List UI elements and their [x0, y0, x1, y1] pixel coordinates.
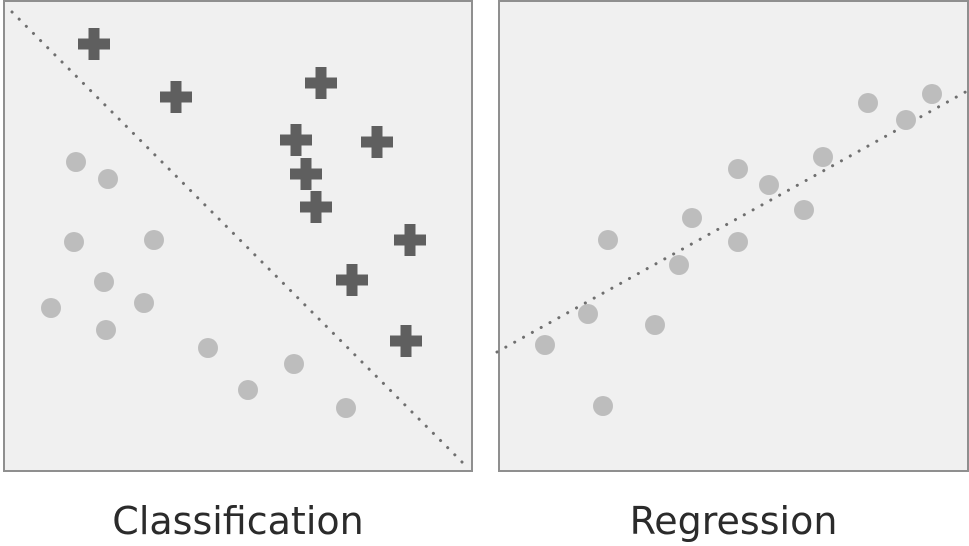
regression-fit-line	[495, 88, 969, 354]
circle-icon	[896, 110, 916, 130]
circle-icon	[922, 84, 942, 104]
circle-icon	[336, 398, 356, 418]
circle-icon	[593, 396, 613, 416]
circle-icon	[94, 272, 114, 292]
regression-caption: Regression	[629, 499, 838, 543]
plus-icon	[300, 191, 332, 223]
circle-icon	[284, 354, 304, 374]
plus-icon	[305, 67, 337, 99]
plus-icon	[394, 224, 426, 256]
plus-icon	[361, 126, 393, 158]
classification-points	[41, 28, 426, 418]
regression-points	[535, 84, 942, 416]
plus-icon	[336, 264, 368, 296]
classification-panel	[3, 0, 473, 472]
circle-icon	[759, 175, 779, 195]
plus-icon	[160, 81, 192, 113]
circle-icon	[728, 232, 748, 252]
circle-icon	[578, 304, 598, 324]
circle-icon	[794, 200, 814, 220]
circle-icon	[535, 335, 555, 355]
circle-icon	[144, 230, 164, 250]
circle-icon	[598, 230, 618, 250]
classification-caption: Classification	[112, 499, 364, 543]
plus-icon	[390, 325, 422, 357]
circle-icon	[645, 315, 665, 335]
circle-icon	[238, 380, 258, 400]
circle-icon	[134, 293, 154, 313]
plus-icon	[78, 28, 110, 60]
circle-icon	[66, 152, 86, 172]
circle-icon	[198, 338, 218, 358]
plus-icon	[280, 124, 312, 156]
circle-icon	[64, 232, 84, 252]
circle-icon	[728, 159, 748, 179]
circle-icon	[96, 320, 116, 340]
circle-icon	[41, 298, 61, 318]
plus-icon	[290, 158, 322, 190]
circle-icon	[813, 147, 833, 167]
classification-decision-boundary	[10, 10, 470, 470]
circle-icon	[98, 169, 118, 189]
circle-icon	[669, 255, 689, 275]
circle-icon	[682, 208, 702, 228]
regression-panel	[495, 0, 969, 472]
circle-icon	[858, 93, 878, 113]
